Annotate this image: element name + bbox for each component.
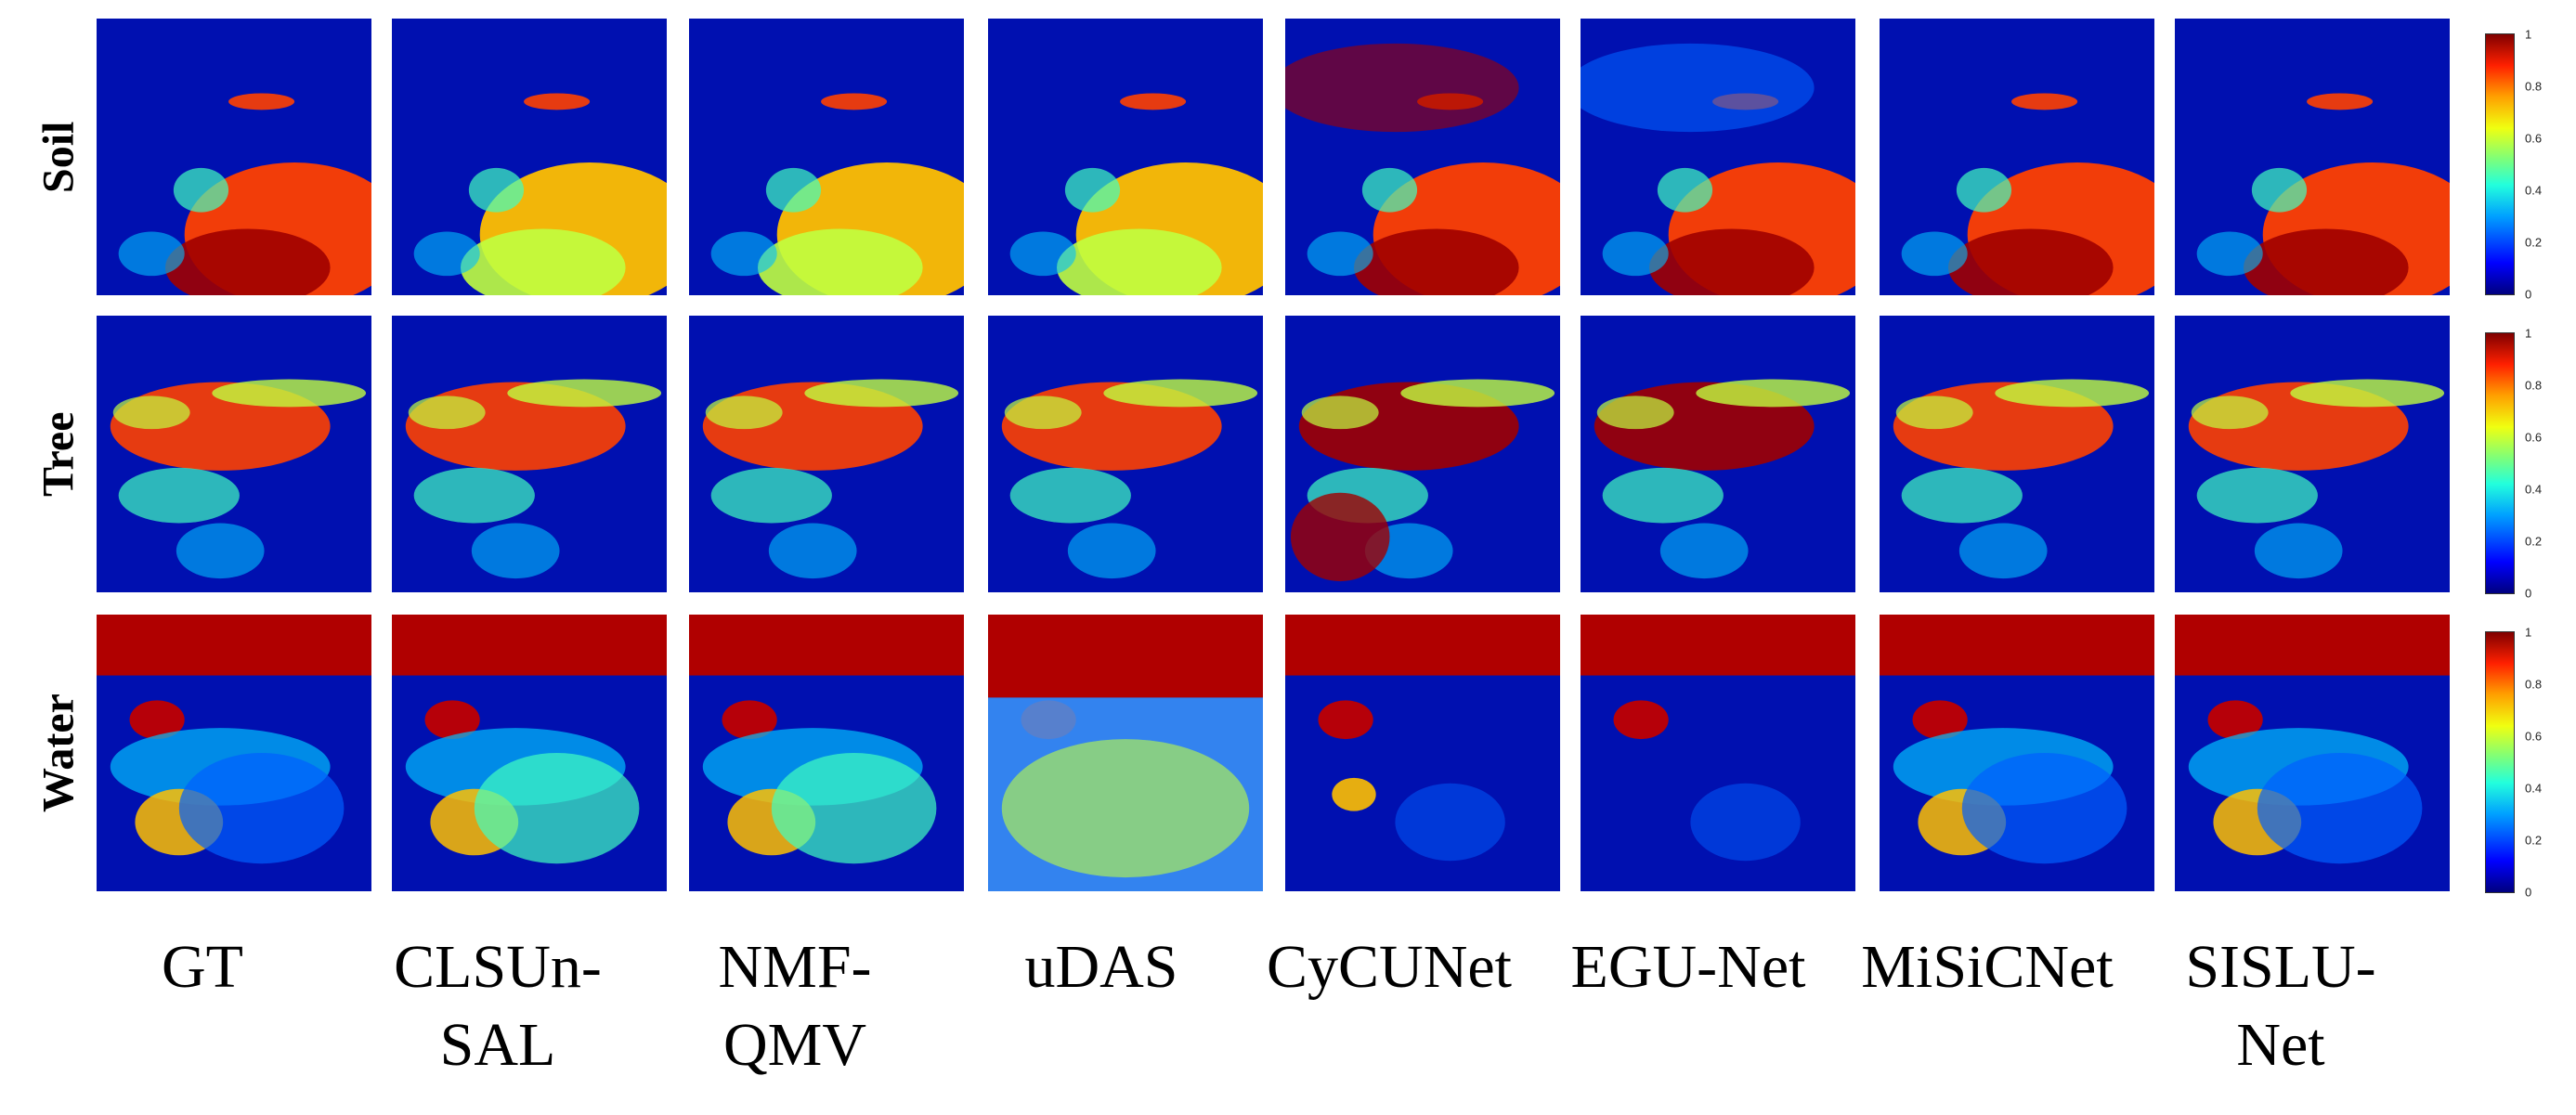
abundance-map-tree-gt bbox=[97, 316, 371, 592]
colorbar-tick: 0 bbox=[2525, 287, 2532, 302]
abundance-map-soil-cycunet bbox=[1285, 19, 1560, 295]
colorbar-tick: 0.8 bbox=[2525, 378, 2543, 393]
colorbar-tick: 0.6 bbox=[2525, 729, 2543, 744]
colorbar-tick: 1 bbox=[2525, 27, 2532, 42]
colorbar-tick: 0.4 bbox=[2525, 781, 2543, 796]
abundance-map-water-sislunet bbox=[2175, 615, 2450, 891]
abundance-map-soil-sislunet bbox=[2175, 19, 2450, 295]
column-label-egunet: EGU-Net bbox=[1570, 933, 1806, 1001]
row-label-tree: Tree bbox=[33, 411, 84, 497]
abundance-map-tree-sislunet bbox=[2175, 316, 2450, 592]
colorbar-tick: 1 bbox=[2525, 326, 2532, 341]
colorbar-tick: 0.2 bbox=[2525, 235, 2543, 250]
abundance-map-water-egunet bbox=[1581, 615, 1855, 891]
colorbar-tick: 0.4 bbox=[2525, 183, 2543, 198]
colorbar-tick: 0 bbox=[2525, 586, 2532, 601]
abundance-map-soil-egunet bbox=[1581, 19, 1855, 295]
column-label-nmfqmv: NMF- QMV bbox=[718, 933, 872, 1079]
column-label-misicnet: MiSiCNet bbox=[1861, 933, 2114, 1001]
colorbar-tick: 0 bbox=[2525, 885, 2532, 900]
abundance-map-water-clsunsal bbox=[392, 615, 667, 891]
abundance-map-tree-egunet bbox=[1581, 316, 1855, 592]
column-label-sislunet: SISLU-Net bbox=[2185, 933, 2376, 1079]
abundance-map-tree-nmfqmv bbox=[689, 316, 964, 592]
abundance-map-soil-udas bbox=[988, 19, 1263, 295]
column-label-cycunet: CyCUNet bbox=[1267, 933, 1512, 1001]
colorbar-tree: 1 0.8 0.6 0.4 0.2 0 bbox=[2485, 327, 2542, 601]
abundance-map-water-gt bbox=[97, 615, 371, 891]
column-label-gt: GT bbox=[162, 933, 243, 1001]
colorbar-tick: 0.8 bbox=[2525, 677, 2543, 692]
column-label-udas: uDAS bbox=[1024, 933, 1178, 1001]
colorbar-tick: 0.6 bbox=[2525, 430, 2543, 445]
colorbar-tick: 0.4 bbox=[2525, 482, 2543, 497]
abundance-map-tree-misicnet bbox=[1880, 316, 2154, 592]
colorbar-tick: 0.2 bbox=[2525, 534, 2543, 549]
colorbar-tick: 1 bbox=[2525, 625, 2532, 640]
abundance-map-soil-misicnet bbox=[1880, 19, 2154, 295]
abundance-map-water-misicnet bbox=[1880, 615, 2154, 891]
abundance-map-tree-clsunsal bbox=[392, 316, 667, 592]
abundance-map-water-nmfqmv bbox=[689, 615, 964, 891]
colorbar-tick: 0.2 bbox=[2525, 833, 2543, 848]
abundance-map-soil-gt bbox=[97, 19, 371, 295]
abundance-map-water-cycunet bbox=[1285, 615, 1560, 891]
abundance-map-soil-clsunsal bbox=[392, 19, 667, 295]
colorbar-water: 1 0.8 0.6 0.4 0.2 0 bbox=[2485, 626, 2542, 900]
colorbar-tick: 0.6 bbox=[2525, 131, 2543, 146]
row-label-water: Water bbox=[33, 694, 84, 812]
column-label-clsunsal: CLSUn- SAL bbox=[394, 933, 602, 1079]
row-label-soil: Soil bbox=[33, 121, 84, 193]
abundance-map-soil-nmfqmv bbox=[689, 19, 964, 295]
abundance-map-tree-udas bbox=[988, 316, 1263, 592]
colorbar-tick: 0.8 bbox=[2525, 79, 2543, 94]
abundance-map-tree-cycunet bbox=[1285, 316, 1560, 592]
abundance-map-water-udas bbox=[988, 615, 1263, 891]
colorbar-soil: 1 0.8 0.6 0.4 0.2 0 bbox=[2485, 28, 2542, 302]
